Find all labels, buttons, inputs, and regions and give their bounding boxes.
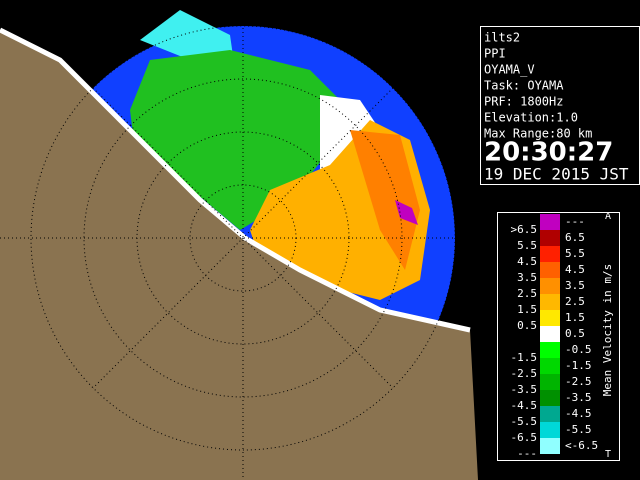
magenta-echo: [395, 200, 418, 225]
date: 19 DEC 2015 JST: [484, 165, 629, 184]
legend-right-label: -1.5: [565, 359, 592, 372]
legend-swatch: [540, 230, 560, 246]
legend-swatch: [540, 214, 560, 230]
legend-swatch: [540, 406, 560, 422]
legend-left-label: -5.5: [511, 415, 538, 428]
legend-swatch: [540, 294, 560, 310]
legend-swatch: [540, 438, 560, 454]
range-rings: [0, 0, 478, 480]
legend-right-label: <-6.5: [565, 439, 598, 452]
legend-bottom-mark: T: [605, 449, 611, 460]
legend-swatch: [540, 262, 560, 278]
legend-right-label: 1.5: [565, 311, 585, 324]
legend-top-mark: A: [605, 211, 611, 222]
legend-left-label: 3.5: [517, 271, 537, 284]
time: 20:30:27: [484, 138, 613, 168]
legend-left-label: -6.5: [511, 431, 538, 444]
info-line: ilts2: [484, 31, 520, 45]
info-panel: [480, 26, 640, 185]
legend-swatch: [540, 422, 560, 438]
legend-swatch: [540, 278, 560, 294]
legend-left-label: 1.5: [517, 303, 537, 316]
legend-swatch: [540, 246, 560, 262]
legend-swatch: [540, 390, 560, 406]
legend-left-label: -3.5: [511, 383, 538, 396]
legend-left-label: -2.5: [511, 367, 538, 380]
info-line: PPI: [484, 47, 506, 61]
coastline: [0, 27, 471, 333]
legend-right-label: -2.5: [565, 375, 592, 388]
legend-swatch: [540, 358, 560, 374]
legend-swatch: [540, 374, 560, 390]
legend-left-label: -1.5: [511, 351, 538, 364]
land: [0, 30, 478, 480]
info-line: Task: OYAMA: [484, 79, 564, 93]
legend-right-label: 2.5: [565, 295, 585, 308]
info-line: OYAMA_V: [484, 63, 535, 77]
info-line: PRF: 1800Hz: [484, 95, 563, 109]
legend-left-label: ---: [517, 447, 537, 460]
legend-right-label: -0.5: [565, 343, 592, 356]
legend-right-label: -4.5: [565, 407, 592, 420]
legend-right-label: 0.5: [565, 327, 585, 340]
legend-right-label: -3.5: [565, 391, 592, 404]
legend-left-label: 4.5: [517, 255, 537, 268]
orange-core: [350, 130, 420, 270]
legend-swatch: [540, 326, 560, 342]
legend-right-label: -5.5: [565, 423, 592, 436]
info-line: Max Range:80 km: [484, 127, 592, 141]
legend-left-label: 2.5: [517, 287, 537, 300]
legend-swatch: [540, 342, 560, 358]
legend-right-label: ---: [565, 215, 585, 228]
legend-swatch: [540, 310, 560, 326]
legend-left-label: 0.5: [517, 319, 537, 332]
legend-right-label: 3.5: [565, 279, 585, 292]
legend-left-label: 5.5: [517, 239, 537, 252]
legend-title: Mean Velocity in m/s: [601, 264, 614, 396]
legend-left-label: >6.5: [511, 223, 538, 236]
legend-right-label: 6.5: [565, 231, 585, 244]
info-line: Elevation:1.0: [484, 111, 578, 125]
legend-right-label: 4.5: [565, 263, 585, 276]
legend-right-label: 5.5: [565, 247, 585, 260]
legend-left-label: -4.5: [511, 399, 538, 412]
